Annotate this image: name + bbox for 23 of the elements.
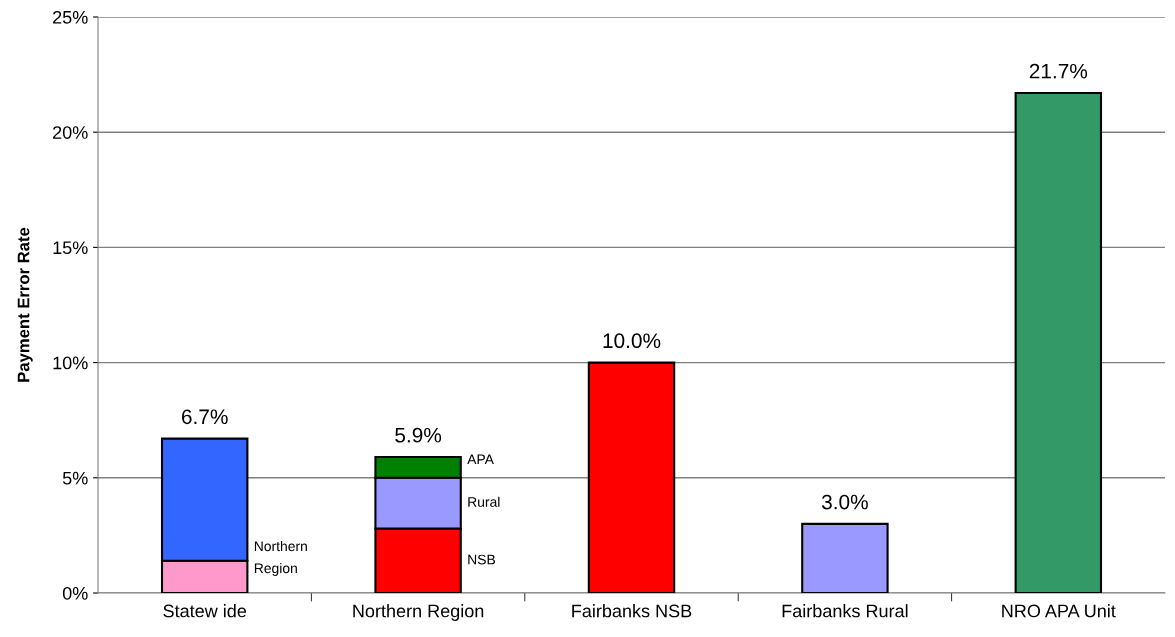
y-tick-label: 20% [53, 126, 88, 139]
bar [1014, 91, 1103, 593]
total-label: 10.0% [603, 333, 661, 349]
x-tick-label: Fairbanks Rural [782, 604, 908, 618]
y-tick-label: 15% [53, 241, 88, 255]
total-label: 21.7% [1029, 63, 1088, 79]
total-label: 3.0% [821, 494, 868, 510]
y-tick-label: 0% [62, 586, 88, 600]
x-tick-label: NRO APA Unit [1002, 604, 1116, 618]
x-tick-label: Fairbanks NSB [572, 604, 692, 618]
bar [587, 361, 676, 593]
annotation: APA [467, 454, 494, 465]
annotation: Rural [468, 496, 500, 507]
y-tick-label: 10% [53, 356, 88, 370]
annotation: NSB [468, 554, 496, 565]
y-tick-label: 25% [53, 10, 88, 24]
y-axis-title: Payment Error Rate [17, 227, 33, 382]
annotation: Northern Region [254, 540, 307, 576]
x-tick-label: Northern Region [353, 604, 484, 621]
y-tick-label: 5% [62, 471, 88, 485]
x-tick-label: Statew ide [163, 604, 247, 618]
total-label: 5.9% [395, 427, 442, 443]
total-label: 6.7% [182, 409, 228, 425]
